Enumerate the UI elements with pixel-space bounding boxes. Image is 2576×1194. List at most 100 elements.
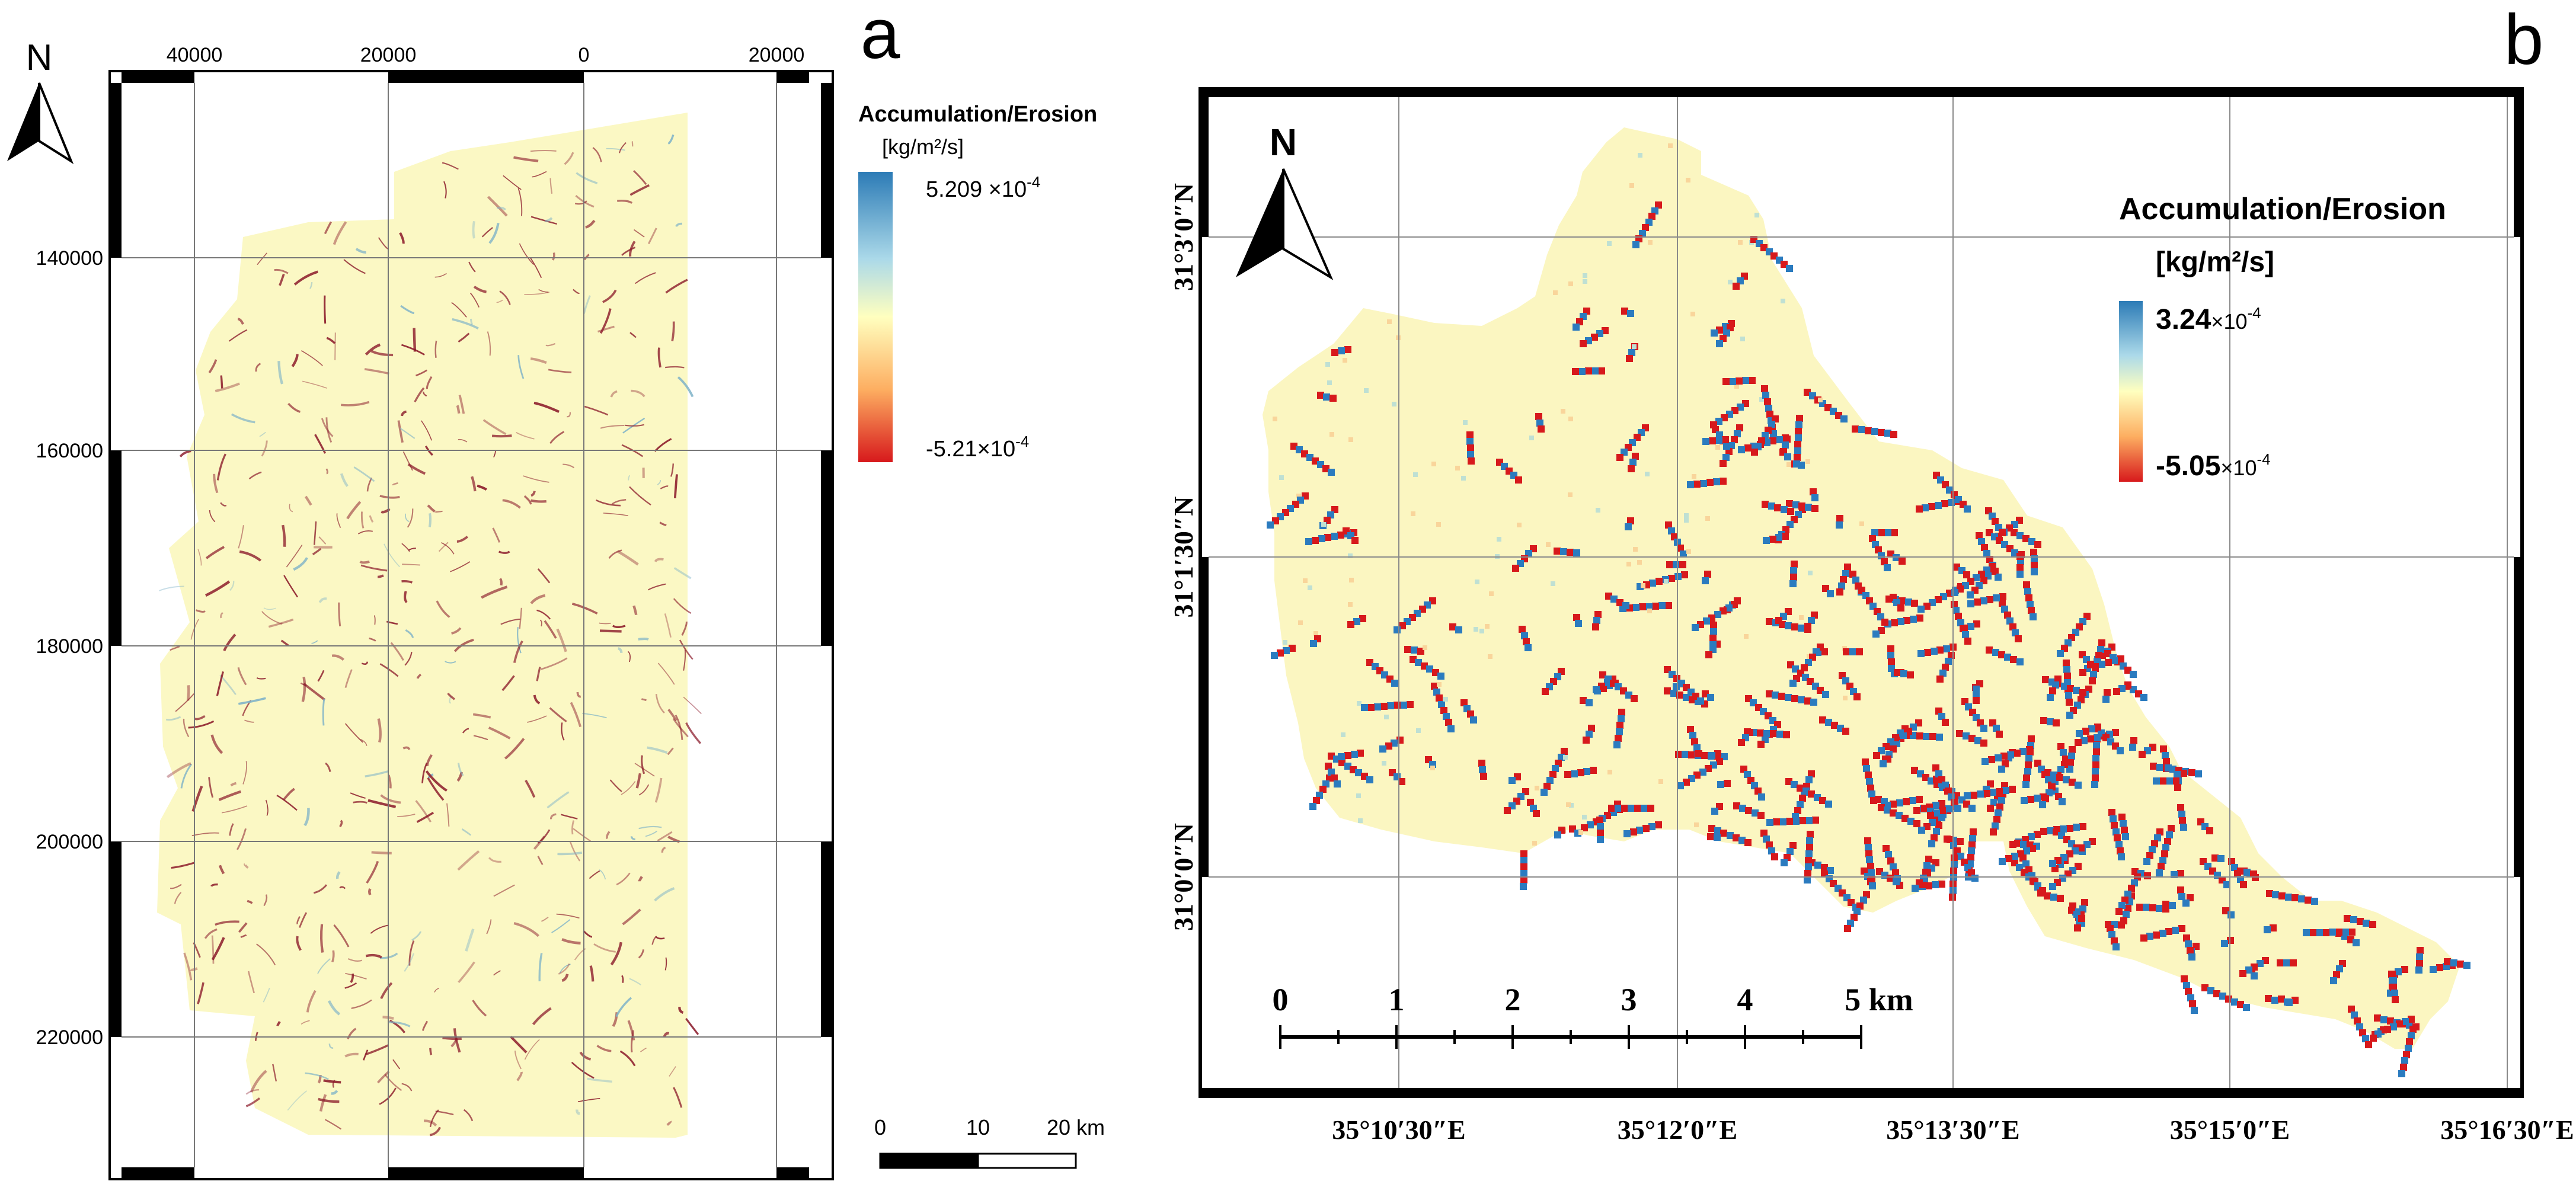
- cell: [2457, 961, 2464, 968]
- cell: [2057, 650, 2064, 657]
- cell: [1703, 617, 1710, 625]
- scalebar-label: 5 km: [1845, 982, 1913, 1017]
- channel-stroke: [514, 1050, 522, 1070]
- cell: [1608, 805, 1615, 812]
- channel-stroke: [617, 550, 639, 566]
- cell: [1875, 546, 1882, 553]
- cell: [2303, 929, 2310, 936]
- cell: [1819, 797, 1826, 804]
- cell: [1945, 788, 1952, 795]
- cell: [2285, 894, 2292, 901]
- channel-stroke: [325, 468, 328, 475]
- cell: [2044, 769, 2051, 776]
- channel-stroke: [318, 1097, 340, 1103]
- cell: [1582, 815, 1587, 820]
- cell: [1566, 802, 1571, 807]
- channel-stroke: [210, 734, 223, 754]
- channel-stroke: [558, 963, 570, 975]
- cell: [2056, 774, 2063, 781]
- cell: [1742, 377, 1749, 384]
- cell: [2195, 770, 2202, 777]
- cell: [2093, 742, 2100, 749]
- cell: [1691, 738, 1698, 745]
- cell: [1581, 824, 1588, 831]
- cell: [2052, 681, 2059, 689]
- channel-stroke: [387, 774, 392, 789]
- channel-stroke: [208, 359, 218, 374]
- cell: [1995, 754, 2002, 761]
- channel-stroke: [293, 270, 318, 286]
- channel-stroke: [562, 463, 575, 469]
- cell: [1999, 529, 2006, 536]
- channel-stroke: [314, 434, 327, 454]
- channel-stroke: [240, 934, 247, 939]
- cell: [2111, 657, 2118, 664]
- cell: [2124, 681, 2131, 689]
- cell: [1912, 885, 1919, 892]
- channel-stroke: [458, 395, 465, 414]
- cell: [2078, 844, 2085, 852]
- cell: [1805, 459, 1810, 464]
- channel-stroke: [344, 723, 363, 743]
- cell: [1317, 392, 1324, 399]
- cell: [2030, 613, 2037, 620]
- cell: [2040, 717, 2047, 724]
- cell: [1738, 837, 1746, 844]
- channel-stroke: [618, 647, 623, 654]
- channel-stroke: [469, 292, 480, 308]
- cell: [1664, 579, 1669, 584]
- panel-a-north-label: N: [26, 37, 53, 78]
- cell: [2363, 920, 2370, 927]
- channel-stroke: [481, 227, 493, 238]
- cell: [1623, 830, 1631, 837]
- cell: [1862, 758, 1869, 766]
- channel-stroke: [301, 350, 323, 366]
- cell: [1998, 766, 2005, 773]
- channel-stroke: [596, 1045, 612, 1052]
- channel-stroke: [219, 865, 225, 875]
- cell: [1443, 713, 1450, 720]
- channel-stroke: [612, 625, 626, 629]
- cell: [2015, 635, 2022, 642]
- cell: [2211, 854, 2219, 862]
- cell: [1805, 776, 1813, 783]
- cell: [1541, 789, 1548, 796]
- cell: [2048, 783, 2056, 790]
- cell: [1607, 770, 1612, 774]
- cell: [1625, 523, 1632, 530]
- cell: [2188, 953, 2195, 961]
- cell: [1897, 604, 1904, 612]
- channel-stroke: [211, 935, 215, 964]
- cell: [1995, 809, 2002, 817]
- channel-stroke: [456, 536, 468, 543]
- cell: [2227, 911, 2235, 918]
- cell: [2149, 846, 2156, 853]
- cell: [1634, 805, 1641, 812]
- channel-stroke: [673, 598, 692, 614]
- cell: [1891, 529, 1898, 536]
- channel-stroke: [628, 475, 631, 481]
- channel-stroke: [333, 924, 350, 947]
- cell: [1455, 466, 1460, 470]
- channel-stroke: [513, 640, 523, 663]
- channel-stroke: [517, 355, 525, 379]
- cell: [1865, 844, 1872, 851]
- cell: [2120, 820, 2127, 827]
- cell: [2277, 959, 2284, 966]
- channel-stroke: [629, 978, 641, 985]
- cell: [1349, 578, 1354, 582]
- channel-stroke: [617, 200, 633, 204]
- channel-stroke: [567, 412, 571, 418]
- cell: [2063, 660, 2070, 667]
- legend-units: [kg/m²/s]: [882, 135, 964, 159]
- cell: [1733, 283, 1740, 290]
- cell: [2183, 934, 2190, 942]
- cell: [2177, 870, 2184, 877]
- channel-stroke: [331, 950, 335, 963]
- cell: [1792, 501, 1800, 508]
- channel-stroke: [660, 485, 669, 489]
- cell: [1766, 841, 1773, 849]
- cell: [1766, 819, 1773, 826]
- cell: [2359, 1029, 2366, 1036]
- cell: [1271, 652, 1278, 659]
